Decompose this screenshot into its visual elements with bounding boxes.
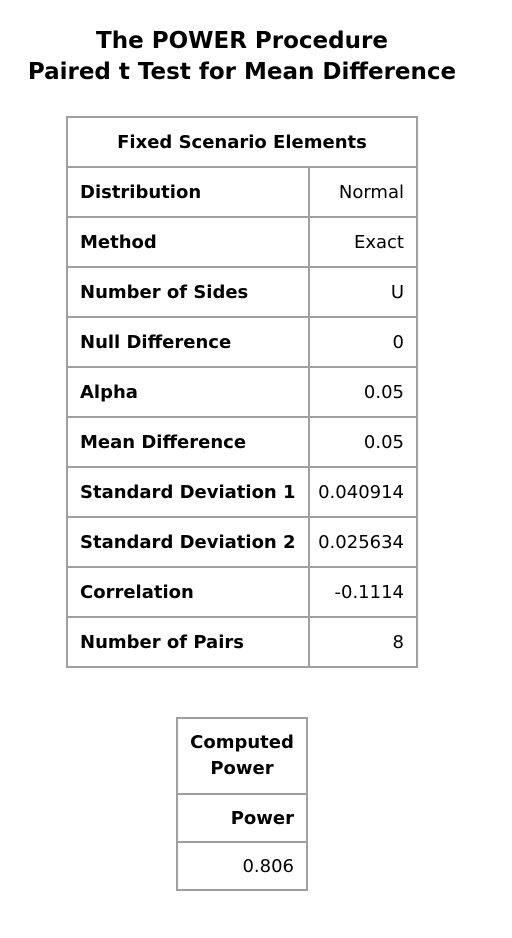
row-label-distribution: Distribution (66, 166, 310, 218)
row-value-std-dev-1: 0.040914 (307, 466, 419, 518)
table-row: Standard Deviation 1 0.040914 (66, 466, 419, 518)
row-label-number-of-sides: Number of Sides (66, 266, 310, 318)
row-value-distribution: Normal (307, 166, 419, 218)
row-value-null-difference: 0 (307, 316, 419, 368)
table-row: 0.806 (176, 841, 308, 891)
row-label-mean-difference: Mean Difference (66, 416, 310, 468)
table-row: Number of Pairs 8 (66, 616, 419, 668)
row-value-number-of-sides: U (307, 266, 419, 318)
fixed-scenario-table: Fixed Scenario Elements Distribution Nor… (66, 116, 419, 668)
power-value: 0.806 (176, 841, 308, 891)
row-value-method: Exact (307, 216, 419, 268)
row-value-std-dev-2: 0.025634 (307, 516, 419, 568)
caption-line-power: Power (210, 758, 274, 779)
row-value-number-of-pairs: 8 (307, 616, 419, 668)
table-row: Mean Difference 0.05 (66, 416, 419, 468)
computed-power-table: Computed Power Power 0.806 (176, 717, 308, 891)
fixed-scenario-caption: Fixed Scenario Elements (66, 116, 418, 168)
table-row: Correlation -0.1114 (66, 566, 419, 618)
table-caption-row: Computed Power (176, 717, 308, 795)
table-caption-row: Fixed Scenario Elements (66, 116, 418, 168)
row-label-std-dev-1: Standard Deviation 1 (66, 466, 310, 518)
table-row: Alpha 0.05 (66, 366, 419, 418)
caption-line-computed: Computed (190, 732, 294, 753)
row-value-alpha: 0.05 (307, 366, 419, 418)
table-row: Standard Deviation 2 0.025634 (66, 516, 419, 568)
table-row: Distribution Normal (66, 166, 419, 218)
row-value-correlation: -0.1114 (307, 566, 419, 618)
table-row: Number of Sides U (66, 266, 419, 318)
row-label-null-difference: Null Difference (66, 316, 310, 368)
computed-power-caption: Computed Power (176, 717, 308, 795)
row-label-number-of-pairs: Number of Pairs (66, 616, 310, 668)
row-label-correlation: Correlation (66, 566, 310, 618)
row-label-std-dev-2: Standard Deviation 2 (66, 516, 310, 568)
table-row: Null Difference 0 (66, 316, 419, 368)
table-row: Method Exact (66, 216, 419, 268)
row-label-method: Method (66, 216, 310, 268)
table-header-row: Power (176, 793, 308, 843)
row-label-alpha: Alpha (66, 366, 310, 418)
procedure-title: The POWER Procedure (96, 28, 388, 54)
row-value-mean-difference: 0.05 (307, 416, 419, 468)
title-block: The POWER Procedure Paired t Test for Me… (0, 26, 484, 88)
power-column-header: Power (176, 793, 308, 843)
analysis-subtitle: Paired t Test for Mean Difference (27, 59, 457, 85)
